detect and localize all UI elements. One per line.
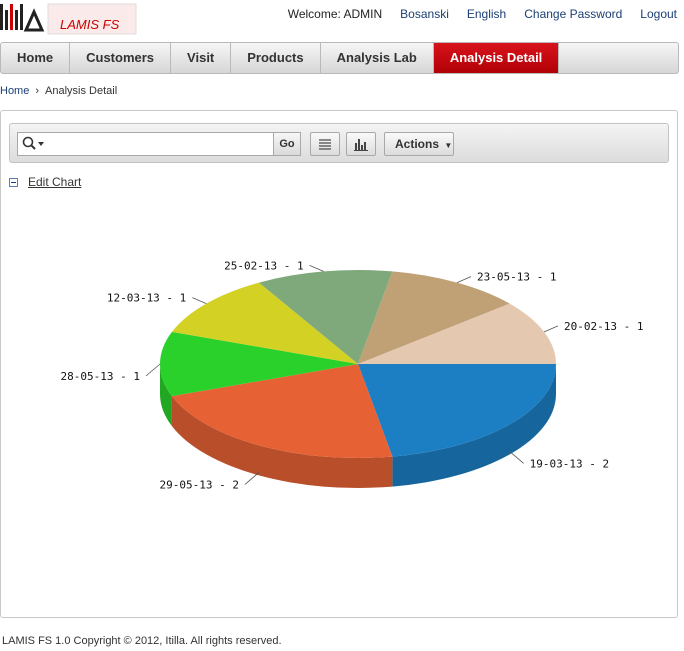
- itilla-lamis-logo: LAMIS FS: [0, 3, 137, 35]
- pie-slice[interactable]: [171, 364, 393, 458]
- search-input[interactable]: [48, 135, 268, 153]
- list-view-icon: [319, 139, 331, 150]
- collapse-icon[interactable]: [9, 177, 18, 187]
- breadcrumb-separator: ›: [35, 85, 40, 97]
- pie-slice-label: 25-02-13 - 1: [224, 259, 303, 272]
- pie-chart: 19-03-13 - 2 29-05-13 - 2 28-05-13 - 1 12-0…: [61, 259, 644, 491]
- footer-copyright: LAMIS FS 1.0 Copyright © 2012, Itilla. A…: [2, 635, 282, 647]
- pie-label-leader: [456, 276, 472, 283]
- pie-slice-label: 23-05-13 - 1: [477, 271, 556, 284]
- go-button[interactable]: Go: [273, 132, 301, 156]
- pie-label-leader: [509, 451, 524, 464]
- welcome-text: Welcome: ADMIN: [287, 7, 383, 21]
- pie-slice-label: 20-02-13 - 1: [564, 320, 643, 333]
- pie-slice[interactable]: [259, 270, 393, 364]
- pie-slice-side: [171, 396, 393, 488]
- tab-customers[interactable]: Customers: [70, 43, 172, 73]
- breadcrumb: Home › Analysis Detail: [0, 85, 117, 97]
- main-tab-bar: Home Customers Visit Products Analysis L…: [0, 42, 679, 74]
- search-box: Go: [17, 132, 301, 156]
- link-logout[interactable]: Logout: [640, 7, 677, 21]
- edit-chart-row: Edit Chart: [9, 175, 81, 189]
- pie-slice-label: 19-03-13 - 2: [530, 457, 609, 470]
- pie-label-leader: [543, 325, 559, 333]
- breadcrumb-current: Analysis Detail: [45, 85, 118, 97]
- pie-slice[interactable]: [159, 331, 358, 397]
- svg-text:LAMIS FS: LAMIS FS: [60, 17, 120, 32]
- breadcrumb-home[interactable]: Home: [0, 85, 30, 97]
- pie-slice-side: [392, 364, 556, 487]
- pie-slice[interactable]: [358, 303, 556, 364]
- chevron-down-icon: ▼: [444, 141, 453, 150]
- pie-label-leader: [145, 363, 161, 377]
- actions-menu-button[interactable]: Actions ▼: [384, 132, 454, 156]
- tab-home[interactable]: Home: [1, 43, 71, 73]
- pie-slice[interactable]: [171, 282, 358, 364]
- view-report-button[interactable]: [310, 132, 340, 156]
- link-bosanski[interactable]: Bosanski: [400, 7, 449, 21]
- link-english[interactable]: English: [466, 7, 507, 21]
- pie-label-leader: [309, 265, 324, 272]
- link-change-password[interactable]: Change Password: [524, 7, 623, 21]
- view-chart-button[interactable]: [346, 132, 376, 156]
- pie-side-walls: [160, 364, 556, 488]
- pie-slice-label: 29-05-13 - 2: [160, 478, 239, 491]
- tab-analysis-detail[interactable]: Analysis Detail: [433, 43, 560, 73]
- tab-products[interactable]: Products: [231, 43, 321, 73]
- search-icon[interactable]: [22, 136, 46, 152]
- pie-slice-label: 12-03-13 - 1: [107, 292, 186, 305]
- edit-chart-link[interactable]: Edit Chart: [28, 175, 82, 189]
- pie-top: [159, 270, 556, 458]
- report-toolbar: Go Actions ▼: [9, 123, 669, 163]
- pie-labels: 19-03-13 - 2 29-05-13 - 2 28-05-13 - 1 12-0…: [61, 259, 644, 491]
- analysis-region: Go Actions ▼ Edit Ch: [0, 110, 678, 618]
- tab-visit[interactable]: Visit: [171, 43, 232, 73]
- pie-slice-side: [160, 364, 172, 427]
- pie-slice[interactable]: [358, 364, 556, 457]
- tab-analysis-lab[interactable]: Analysis Lab: [321, 43, 434, 73]
- pie-label-leader: [192, 297, 207, 304]
- bar-chart-icon: [354, 139, 368, 151]
- actions-label: Actions: [395, 137, 440, 151]
- top-navigation: Welcome: ADMIN Bosanski English Change P…: [288, 7, 677, 21]
- pie-slice[interactable]: [358, 271, 510, 364]
- pie-label-leader: [244, 472, 260, 485]
- pie-slice-label: 28-05-13 - 1: [61, 370, 140, 383]
